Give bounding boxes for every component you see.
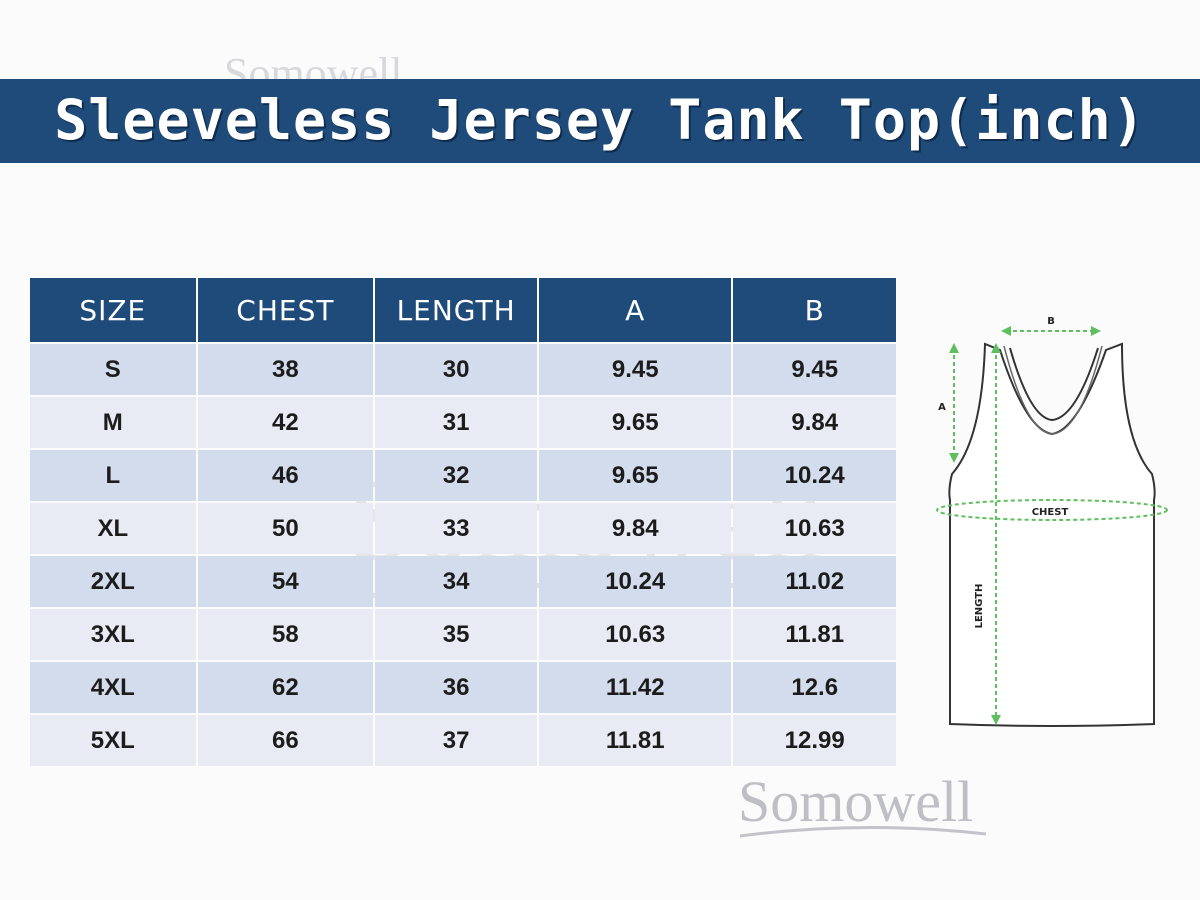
cell-chest: 62 (197, 662, 374, 713)
cell-length: 37 (375, 715, 538, 766)
label-a: A (938, 402, 946, 413)
cell-size: 3XL (30, 609, 196, 660)
cell-size: XL (30, 503, 196, 554)
cell-a: 9.65 (539, 450, 732, 501)
cell-b: 9.45 (733, 344, 896, 395)
cell-size: 5XL (30, 715, 196, 766)
neckline-band (1003, 345, 1103, 435)
cell-b: 10.24 (733, 450, 896, 501)
cell-a: 10.24 (539, 556, 732, 607)
cell-chest: 38 (197, 344, 374, 395)
cell-b: 12.99 (733, 715, 896, 766)
table-row: 4XL 62 36 11.42 12.6 (30, 662, 896, 713)
cell-a: 11.42 (539, 662, 732, 713)
cell-chest: 42 (197, 397, 374, 448)
header-b: B (733, 278, 896, 342)
cell-a: 9.65 (539, 397, 732, 448)
cell-b: 9.84 (733, 397, 896, 448)
cell-length: 34 (375, 556, 538, 607)
cell-a: 9.45 (539, 344, 732, 395)
tank-top-diagram: B A LENGTH CHEST (936, 316, 1168, 727)
cell-b: 12.6 (733, 662, 896, 713)
cell-chest: 54 (197, 556, 374, 607)
cell-chest: 50 (197, 503, 374, 554)
table-row: S 38 30 9.45 9.45 (30, 344, 896, 395)
cell-length: 32 (375, 450, 538, 501)
table-body: S 38 30 9.45 9.45 M 42 31 9.65 9.84 L 46 32 9.65 10.24… (30, 344, 896, 766)
size-chart-table: SIZE CHEST LENGTH A B S 38 30 9.45 9.45 M 42 31… (28, 276, 898, 768)
table-row: M 42 31 9.65 9.84 (30, 397, 896, 448)
cell-length: 33 (375, 503, 538, 554)
label-b: B (1047, 316, 1055, 327)
label-chest: CHEST (1032, 507, 1069, 518)
neckline-inner (1009, 347, 1099, 422)
cell-size: 4XL (30, 662, 196, 713)
title-banner: Sleeveless Jersey Tank Top(inch) (0, 79, 1200, 163)
cell-size: 2XL (30, 556, 196, 607)
label-length: LENGTH (974, 584, 985, 629)
cell-size: S (30, 344, 196, 395)
page-title: Sleeveless Jersey Tank Top(inch) (54, 88, 1146, 152)
table-row: L 46 32 9.65 10.24 (30, 450, 896, 501)
header-size: SIZE (30, 278, 196, 342)
cell-b: 10.63 (733, 503, 896, 554)
cell-size: L (30, 450, 196, 501)
cell-chest: 46 (197, 450, 374, 501)
cell-size: M (30, 397, 196, 448)
cell-chest: 66 (197, 715, 374, 766)
cell-length: 31 (375, 397, 538, 448)
cell-a: 10.63 (539, 609, 732, 660)
cell-length: 36 (375, 662, 538, 713)
header-length: LENGTH (375, 278, 538, 342)
cell-b: 11.81 (733, 609, 896, 660)
cell-a: 9.84 (539, 503, 732, 554)
table-row: 2XL 54 34 10.24 11.02 (30, 556, 896, 607)
watermark-bottom: Somowell (738, 769, 974, 834)
cell-b: 11.02 (733, 556, 896, 607)
cell-chest: 58 (197, 609, 374, 660)
header-chest: CHEST (197, 278, 374, 342)
watermark-swoosh-bottom (739, 825, 987, 838)
cell-length: 30 (375, 344, 538, 395)
table-row: XL 50 33 9.84 10.63 (30, 503, 896, 554)
chest-measure-ellipse (936, 499, 1168, 521)
cell-a: 11.81 (539, 715, 732, 766)
table-row: 3XL 58 35 10.63 11.81 (30, 609, 896, 660)
tank-top-outline (948, 342, 1156, 727)
table-row: 5XL 66 37 11.81 12.99 (30, 715, 896, 766)
header-a: A (539, 278, 732, 342)
table-header-row: SIZE CHEST LENGTH A B (30, 278, 896, 342)
cell-length: 35 (375, 609, 538, 660)
